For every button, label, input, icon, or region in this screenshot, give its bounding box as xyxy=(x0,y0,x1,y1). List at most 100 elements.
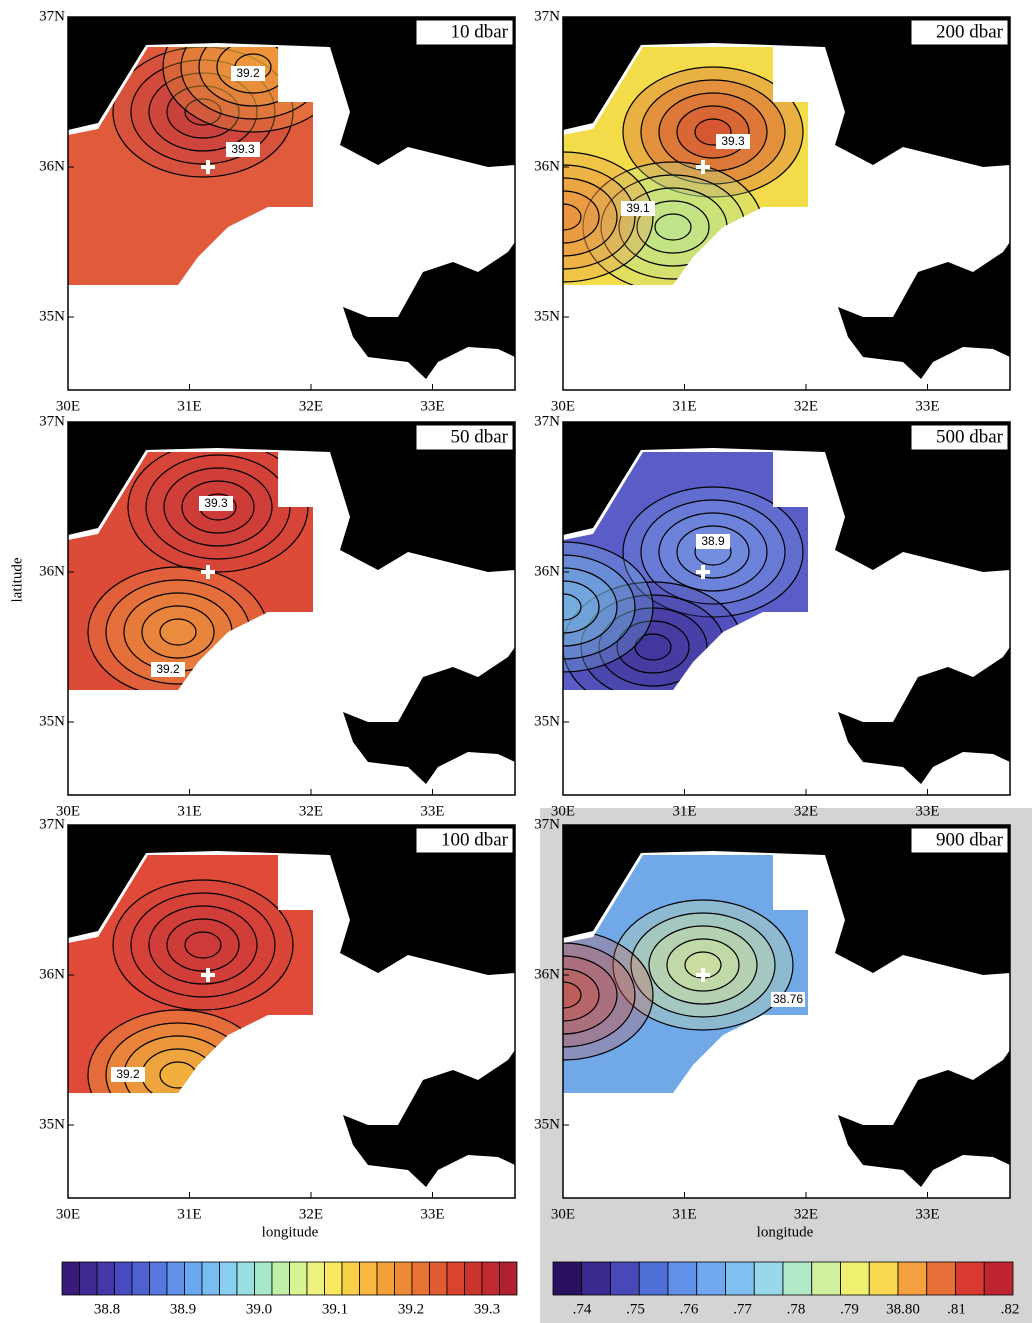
colorbar-swatch xyxy=(325,1262,343,1295)
colorbar-swatch xyxy=(150,1262,168,1295)
colorbar-swatch xyxy=(342,1262,360,1295)
contour-label: 38.9 xyxy=(701,534,725,548)
y-tick-label: 37N xyxy=(534,816,560,832)
colorbar-tick-label: .75 xyxy=(626,1301,645,1317)
contour-label: 39.2 xyxy=(116,1067,140,1081)
y-axis-label: latitude xyxy=(9,557,25,602)
contour-label: 39.1 xyxy=(626,201,650,215)
x-tick-label: 32E xyxy=(299,803,323,819)
y-tick-label: 37N xyxy=(534,8,560,24)
figure: latitude longitude longitude 39.2 39.3 10 … xyxy=(0,0,1032,1323)
y-tick-label: 36N xyxy=(534,966,560,982)
colorbar-swatch xyxy=(395,1262,413,1295)
x-tick-label: 31E xyxy=(177,803,201,819)
colorbar-swatch xyxy=(377,1262,395,1295)
colorbar-swatch xyxy=(132,1262,150,1295)
colorbar-tick-label: .77 xyxy=(733,1301,752,1317)
colorbar-swatch xyxy=(185,1262,203,1295)
x-tick-label: 33E xyxy=(420,398,444,414)
contour-label: 39.3 xyxy=(231,142,255,156)
colorbar-swatch xyxy=(290,1262,308,1295)
colorbar-swatch xyxy=(697,1262,726,1295)
colorbar-swatch xyxy=(812,1262,841,1295)
colorbar-swatch xyxy=(465,1262,483,1295)
x-tick-label: 32E xyxy=(794,398,818,414)
x-tick-label: 32E xyxy=(794,803,818,819)
colorbar-swatch xyxy=(237,1262,255,1295)
x-tick-label: 33E xyxy=(915,1206,939,1222)
panel-label: 200 dbar xyxy=(936,21,1004,42)
colorbar-tick-label: 39.2 xyxy=(398,1301,424,1317)
y-tick-label: 37N xyxy=(39,8,65,24)
x-tick-label: 30E xyxy=(551,398,575,414)
colorbar-tick-label: 38.9 xyxy=(170,1301,196,1317)
x-tick-label: 33E xyxy=(420,1206,444,1222)
y-tick-label: 36N xyxy=(39,966,65,982)
colorbar-swatch xyxy=(668,1262,697,1295)
colorbar-swatch xyxy=(447,1262,465,1295)
x-tick-label: 32E xyxy=(299,398,323,414)
colorbar-tick-label: 39.1 xyxy=(322,1301,348,1317)
colorbar-swatch xyxy=(430,1262,448,1295)
colorbar-swatch xyxy=(553,1262,582,1295)
map-panel: 38.9500 dbar30E31E32E33E37N36N35N xyxy=(473,413,1010,819)
y-tick-label: 37N xyxy=(534,413,560,429)
x-tick-label: 33E xyxy=(420,803,444,819)
x-axis-label: longitude xyxy=(757,1224,814,1240)
panel-label: 100 dbar xyxy=(441,829,509,850)
x-tick-label: 31E xyxy=(672,398,696,414)
colorbar-swatch xyxy=(639,1262,668,1295)
colorbar-swatch xyxy=(202,1262,220,1295)
y-tick-label: 35N xyxy=(39,308,65,324)
colorbar-swatch xyxy=(307,1262,325,1295)
colorbar-swatch xyxy=(482,1262,500,1295)
colorbar-swatch xyxy=(611,1262,640,1295)
contour xyxy=(655,214,691,240)
panel-label: 500 dbar xyxy=(936,426,1004,447)
contour-label: 39.2 xyxy=(156,662,180,676)
y-tick-label: 37N xyxy=(39,413,65,429)
colorbar-swatch xyxy=(754,1262,783,1295)
colorbar-swatch xyxy=(783,1262,812,1295)
x-axis-label: longitude xyxy=(262,1224,319,1240)
x-tick-label: 33E xyxy=(915,803,939,819)
y-tick-label: 35N xyxy=(39,1116,65,1132)
colorbar-tick-label: .82 xyxy=(1001,1301,1020,1317)
colorbar-swatch xyxy=(927,1262,956,1295)
colorbar-swatch xyxy=(255,1262,273,1295)
x-tick-label: 32E xyxy=(299,1206,323,1222)
colorbar-swatch xyxy=(898,1262,927,1295)
contour-label: 39.3 xyxy=(204,496,228,510)
colorbar-swatch xyxy=(115,1262,133,1295)
y-tick-label: 35N xyxy=(39,713,65,729)
x-tick-label: 31E xyxy=(672,1206,696,1222)
panel-label: 900 dbar xyxy=(936,829,1004,850)
y-tick-label: 36N xyxy=(534,563,560,579)
colorbar-tick-label: 39.0 xyxy=(246,1301,272,1317)
x-tick-label: 30E xyxy=(56,398,80,414)
contour xyxy=(160,619,196,645)
colorbar-tick-label: .79 xyxy=(840,1301,859,1317)
panel-label: 10 dbar xyxy=(450,21,508,42)
y-tick-label: 36N xyxy=(534,158,560,174)
y-tick-label: 37N xyxy=(39,816,65,832)
colorbar-swatch xyxy=(984,1262,1013,1295)
contour-label: 39.2 xyxy=(236,66,260,80)
colorbar-swatch xyxy=(220,1262,238,1295)
colorbar-tick-label: .78 xyxy=(787,1301,806,1317)
colorbar-swatch xyxy=(869,1262,898,1295)
x-tick-label: 31E xyxy=(672,803,696,819)
colorbar-tick-label: .76 xyxy=(680,1301,699,1317)
x-tick-label: 32E xyxy=(794,1206,818,1222)
contour xyxy=(185,932,221,958)
contour-label: 39.3 xyxy=(721,134,745,148)
y-tick-label: 36N xyxy=(39,563,65,579)
colorbar-swatch xyxy=(582,1262,611,1295)
colorbar-tick-label: .74 xyxy=(573,1301,592,1317)
y-tick-label: 35N xyxy=(534,1116,560,1132)
x-tick-label: 31E xyxy=(177,1206,201,1222)
colorbar-tick-label: 39.3 xyxy=(474,1301,500,1317)
